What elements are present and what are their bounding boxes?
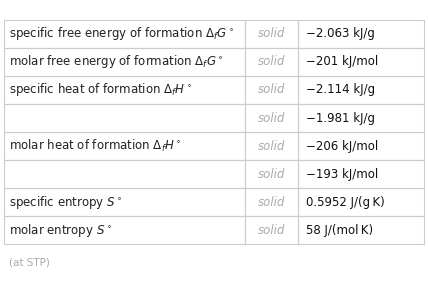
Text: specific heat of formation $\Delta_f H^\circ$: specific heat of formation $\Delta_f H^\… [9,81,192,98]
Bar [298,132,424,160]
Bar [298,216,424,244]
Text: specific entropy $S^\circ$: specific entropy $S^\circ$ [9,194,123,211]
Text: −2.114 kJ/g: −2.114 kJ/g [306,83,375,96]
Text: solid: solid [258,168,285,181]
Text: solid: solid [258,55,285,68]
Text: −2.063 kJ/g: −2.063 kJ/g [306,27,374,40]
Bar [298,188,424,216]
Text: solid: solid [258,83,285,96]
Bar [4,160,245,188]
Text: −1.981 kJ/g: −1.981 kJ/g [306,112,374,124]
Text: −193 kJ/mol: −193 kJ/mol [306,168,378,181]
Bar [4,104,245,132]
Text: solid: solid [258,224,285,237]
Bar [298,48,424,76]
Bar [4,216,245,244]
Bar [245,216,298,244]
Text: molar entropy $S^\circ$: molar entropy $S^\circ$ [9,222,112,239]
Bar [245,76,298,104]
Text: 0.5952 J/(g K): 0.5952 J/(g K) [306,196,384,209]
Text: (at STP): (at STP) [9,258,50,268]
Text: molar heat of formation $\Delta_f H^\circ$: molar heat of formation $\Delta_f H^\cir… [9,138,182,154]
Bar [245,20,298,48]
Bar [298,160,424,188]
Bar [298,76,424,104]
Bar [245,48,298,76]
Text: −206 kJ/mol: −206 kJ/mol [306,140,378,153]
Bar [4,76,245,104]
Bar [4,48,245,76]
Bar [4,20,245,48]
Text: 58 J/(mol K): 58 J/(mol K) [306,224,373,237]
Bar [245,160,298,188]
Bar [4,132,245,160]
Bar [245,188,298,216]
Text: −201 kJ/mol: −201 kJ/mol [306,55,378,68]
Text: solid: solid [258,140,285,153]
Text: solid: solid [258,27,285,40]
Text: molar free energy of formation $\Delta_f G^\circ$: molar free energy of formation $\Delta_f… [9,53,224,70]
Bar [298,20,424,48]
Text: solid: solid [258,112,285,124]
Text: solid: solid [258,196,285,209]
Bar [298,104,424,132]
Bar [245,104,298,132]
Bar [245,132,298,160]
Bar [4,188,245,216]
Text: specific free energy of formation $\Delta_f G^\circ$: specific free energy of formation $\Delt… [9,25,235,42]
